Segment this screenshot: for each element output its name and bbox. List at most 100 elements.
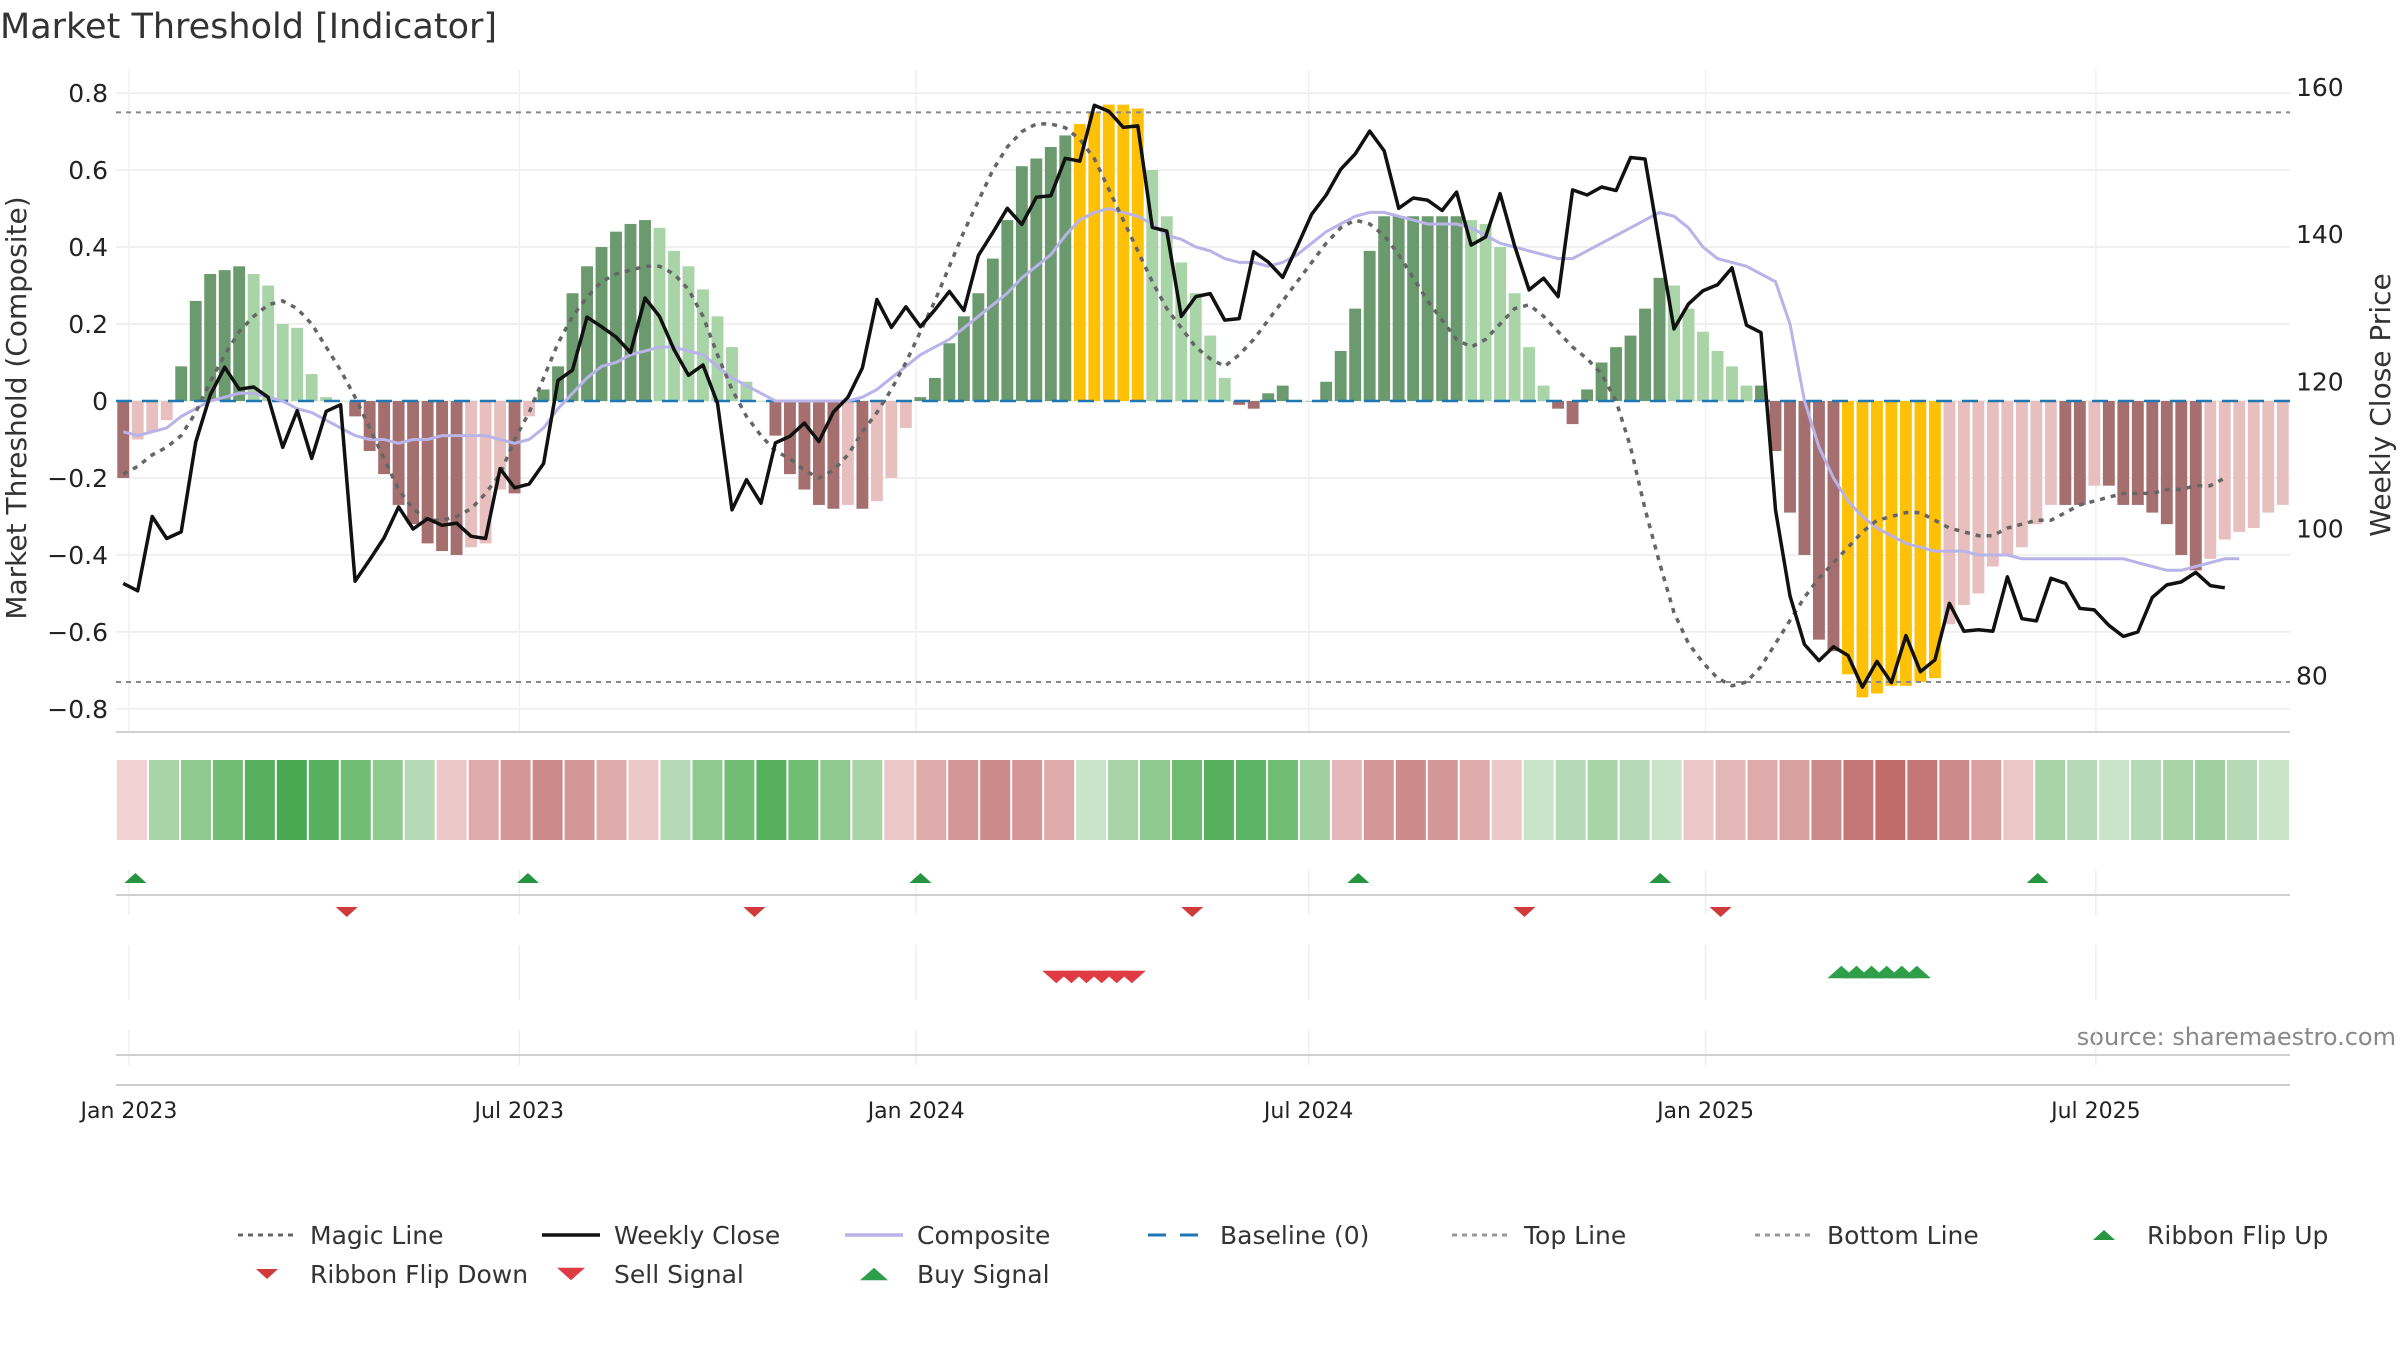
composite-bar bbox=[740, 381, 753, 401]
composite-bar bbox=[2030, 401, 2043, 525]
legend-label: Sell Signal bbox=[614, 1260, 744, 1289]
ribbon-cell bbox=[564, 760, 595, 840]
ribbon-cell bbox=[1555, 760, 1586, 840]
legend-item: Buy Signal bbox=[860, 1260, 1050, 1289]
legend-item: Sell Signal bbox=[557, 1260, 744, 1289]
composite-bar bbox=[146, 401, 159, 432]
composite-bar bbox=[407, 401, 420, 525]
composite-bar bbox=[972, 293, 985, 401]
legend-swatch bbox=[256, 1269, 278, 1279]
x-tick-label: Jul 2023 bbox=[473, 1099, 565, 1124]
composite-bar bbox=[1479, 223, 1492, 401]
ribbon-cell bbox=[1875, 760, 1906, 840]
composite-bar bbox=[1218, 377, 1231, 401]
composite-bar bbox=[247, 273, 260, 401]
x-tick-label: Jan 2025 bbox=[1655, 1099, 1754, 1124]
composite-bar bbox=[204, 273, 217, 401]
composite-bar bbox=[1001, 220, 1014, 401]
ribbon-cell bbox=[1044, 760, 1075, 840]
composite-bar bbox=[1262, 393, 1275, 401]
composite-bar bbox=[986, 258, 999, 401]
composite-bar bbox=[450, 401, 463, 555]
ribbon-cell bbox=[340, 760, 371, 840]
composite-bar bbox=[1189, 293, 1202, 401]
ribbon-flip-up-marker bbox=[516, 873, 539, 883]
composite-bar bbox=[1943, 401, 1956, 625]
ribbon-cell bbox=[2003, 760, 2034, 840]
y-tick-label-left: 0.6 bbox=[68, 156, 108, 185]
y-tick-label-left: 0.2 bbox=[68, 310, 108, 339]
y-tick-label-left: 0 bbox=[92, 387, 108, 416]
legend-item: Magic Line bbox=[238, 1221, 444, 1250]
composite-bar bbox=[131, 401, 144, 440]
composite-bar bbox=[1755, 385, 1767, 401]
legend-item: Top Line bbox=[1452, 1221, 1626, 1250]
buy-signal-marker bbox=[1902, 965, 1931, 979]
composite-bar bbox=[349, 401, 362, 417]
composite-bar bbox=[305, 374, 318, 401]
ribbon-cell bbox=[1491, 760, 1522, 840]
composite-bar bbox=[378, 401, 391, 475]
composite-bar bbox=[668, 250, 680, 401]
composite-bars bbox=[117, 104, 2289, 840]
ribbon-cell bbox=[1204, 760, 1234, 840]
composite-bar bbox=[639, 220, 651, 401]
ribbon-cell bbox=[1459, 760, 1490, 840]
ribbon-cell bbox=[756, 760, 787, 840]
ribbon-cell bbox=[2163, 760, 2194, 840]
ribbon-cell bbox=[1907, 760, 1938, 840]
legend-label: Baseline (0) bbox=[1220, 1221, 1369, 1250]
legend-label: Composite bbox=[917, 1221, 1050, 1250]
composite-bar bbox=[1305, 401, 1318, 402]
composite-bar bbox=[1697, 331, 1709, 401]
x-tick-label: Jul 2025 bbox=[2049, 1099, 2141, 1124]
composite-bar bbox=[1566, 401, 1579, 425]
y-tick-label-right: 120 bbox=[2296, 367, 2344, 396]
legend-item: Bottom Line bbox=[1755, 1221, 1979, 1250]
composite-bar bbox=[899, 401, 912, 428]
composite-bar bbox=[2131, 401, 2144, 505]
composite-bar bbox=[1102, 104, 1115, 402]
composite-bar bbox=[2088, 401, 2101, 486]
composite-bar bbox=[1175, 262, 1188, 401]
composite-bar bbox=[1972, 401, 1985, 594]
legend-label: Ribbon Flip Up bbox=[2147, 1221, 2328, 1250]
ribbon-cell bbox=[1971, 760, 2002, 840]
legend-item: Ribbon Flip Down bbox=[256, 1260, 528, 1289]
composite-bar bbox=[1073, 123, 1086, 401]
legend-label: Top Line bbox=[1523, 1221, 1626, 1250]
ribbon-cell bbox=[2035, 760, 2066, 840]
ribbon-cell bbox=[1939, 760, 1970, 840]
composite-bar bbox=[291, 327, 304, 401]
composite-bar bbox=[726, 347, 738, 401]
ribbon-cell bbox=[1747, 760, 1778, 840]
legend-item: Composite bbox=[845, 1221, 1050, 1250]
x-tick-label: Jan 2024 bbox=[866, 1099, 965, 1124]
composite-bar bbox=[682, 266, 695, 401]
composite-bar bbox=[928, 377, 941, 401]
composite-bar bbox=[827, 401, 840, 509]
composite-bar bbox=[262, 285, 275, 401]
composite-bar bbox=[624, 223, 637, 401]
ribbon-cell bbox=[117, 760, 147, 840]
ribbon-cell bbox=[692, 760, 723, 840]
composite-bar bbox=[1436, 216, 1449, 401]
ribbon-cell bbox=[1715, 760, 1746, 840]
ribbon-cell bbox=[404, 760, 435, 840]
composite-bar bbox=[1610, 347, 1623, 401]
legend-label: Weekly Close bbox=[614, 1221, 780, 1250]
composite-bar bbox=[885, 401, 898, 478]
ribbon-cell bbox=[1235, 760, 1266, 840]
magic-line bbox=[122, 122, 2226, 688]
composite-bar bbox=[1465, 220, 1478, 401]
composite-bar bbox=[1798, 401, 1811, 555]
ribbon-cell bbox=[1779, 760, 1810, 840]
composite-line bbox=[122, 207, 2240, 572]
sell-signal-marker bbox=[1117, 970, 1146, 984]
ribbon-cell bbox=[2227, 760, 2258, 840]
composite-bar bbox=[2001, 401, 2014, 555]
composite-bar bbox=[421, 401, 434, 544]
ribbon-cell bbox=[628, 760, 659, 840]
composite-bar bbox=[697, 289, 709, 401]
